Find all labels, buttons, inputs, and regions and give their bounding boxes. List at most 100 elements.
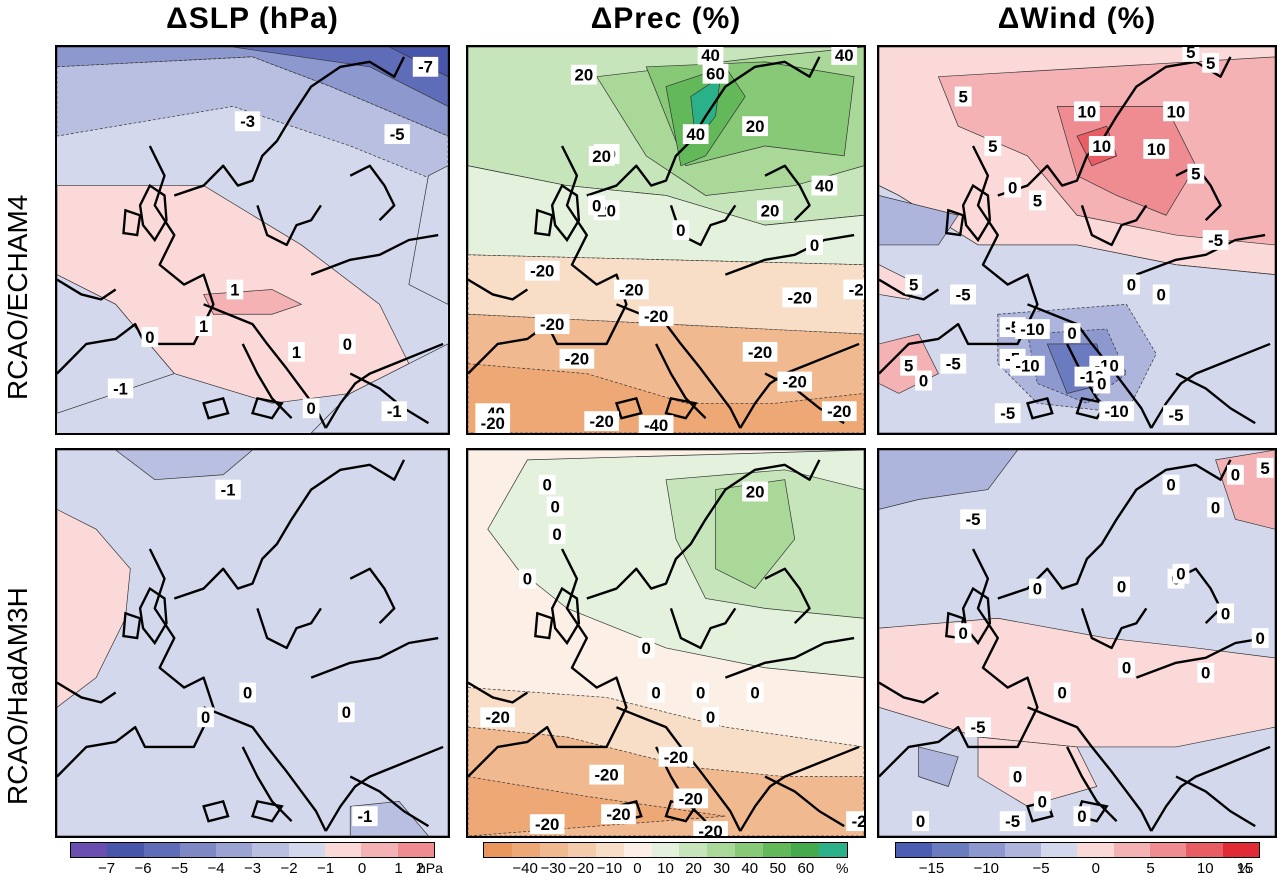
colorbar-segment (651, 843, 680, 857)
contour-label: -5 (384, 124, 410, 144)
svg-text:5: 5 (1191, 165, 1200, 184)
colorbar-segment (539, 843, 568, 857)
colorbar-segment (707, 843, 736, 857)
contour-label: 0 (1123, 274, 1140, 294)
svg-text:20: 20 (746, 483, 765, 502)
colorbar-tick-label: −20 (568, 860, 594, 877)
colorbar-tick-label: −10 (973, 860, 999, 877)
contour-label: 5 (954, 86, 972, 106)
colorbar-slp (70, 842, 435, 858)
contour-label: 0 (302, 398, 320, 418)
colorbar-prec-unit: % (836, 860, 849, 876)
contour-label: -20 (693, 821, 728, 836)
contour-label: -20 (524, 260, 560, 281)
svg-text:0: 0 (1176, 565, 1185, 584)
contour-label: -1 (352, 806, 378, 826)
contour-label: -5 (965, 717, 991, 737)
contour-label: 0 (647, 682, 665, 702)
contour-label: -20 (534, 314, 570, 334)
row-label-hadam3h: RCAO/HadAM3H (2, 587, 33, 805)
contour-label: 5 (1187, 163, 1205, 184)
svg-text:-20: -20 (783, 372, 807, 391)
svg-text:40: 40 (686, 125, 705, 144)
svg-text:-20: -20 (540, 315, 564, 334)
svg-text:5: 5 (1033, 191, 1042, 210)
svg-text:-7: -7 (418, 58, 433, 77)
svg-text:-5: -5 (946, 355, 961, 374)
svg-text:-40: -40 (644, 416, 668, 433)
colorbar-tick-label: 0 (357, 860, 367, 877)
svg-text:10: 10 (1167, 102, 1186, 121)
svg-text:0: 0 (1057, 683, 1066, 702)
contour-label: 5 (1182, 47, 1200, 62)
contour-label: 0 (1073, 806, 1091, 826)
contour-label: -5 (994, 403, 1021, 423)
contour-label: 0 (141, 327, 159, 347)
svg-text:5: 5 (958, 87, 967, 106)
svg-text:-5: -5 (956, 285, 971, 304)
contour-label: -20 (480, 707, 516, 727)
svg-text:0: 0 (1008, 178, 1017, 197)
contour-label: -2 (843, 279, 864, 299)
colorbar-tick-label: −2 (280, 860, 298, 877)
colorbar-tick-label: 20 (685, 860, 702, 877)
colorbar-tick-label: −3 (243, 860, 262, 877)
svg-text:0: 0 (1038, 792, 1047, 811)
colorbar-segment (361, 843, 398, 857)
colorbar-segment (484, 843, 512, 857)
contour-label: 0 (1251, 628, 1269, 648)
svg-text:-10: -10 (1104, 402, 1128, 421)
svg-text:0: 0 (676, 221, 685, 240)
svg-text:-1: -1 (113, 379, 128, 398)
map-panel-slp-echam4: -7 -3 -5 1 1 0 1 0 0 -1 -1 (55, 45, 450, 435)
colorbar-wind-ticks: −15 −10 −5 0 5 10 15 (895, 860, 1260, 877)
svg-text:0: 0 (243, 683, 252, 702)
colorbar-segment (623, 843, 652, 857)
colorbar-tick-label: 60 (797, 860, 815, 877)
svg-text:0: 0 (696, 683, 705, 702)
svg-text:0: 0 (523, 570, 532, 589)
colorbar-segment (1186, 843, 1223, 857)
colorbar-segment (179, 843, 217, 857)
svg-text:-20: -20 (748, 343, 772, 362)
colorbar-tick-label: 50 (769, 860, 787, 877)
colorbar-segment (216, 843, 253, 857)
contour-label: 0 (538, 474, 556, 495)
svg-text:0: 0 (810, 236, 819, 255)
colorbar-segment (896, 843, 933, 857)
contour-label: 0 (1053, 682, 1071, 702)
contour-label: -1 (215, 479, 241, 500)
svg-text:0: 0 (1127, 275, 1136, 294)
svg-text:0: 0 (1156, 285, 1165, 304)
contour-label: -5 (1163, 405, 1189, 425)
colorbar-tick-label: 0 (1091, 860, 1100, 877)
colorbar-tick-label: −7 (97, 860, 116, 877)
svg-text:0: 0 (919, 371, 928, 390)
contour-label: -40 (638, 415, 674, 433)
svg-text:5: 5 (988, 137, 997, 156)
svg-text:40: 40 (835, 47, 854, 65)
colorbar-tick-label: 40 (741, 860, 759, 877)
svg-text:5: 5 (1260, 459, 1269, 478)
contour-label: 0 (1033, 791, 1051, 811)
svg-text:-20: -20 (589, 412, 613, 431)
contour-label: -20 (673, 788, 709, 808)
svg-text:-2: -2 (849, 280, 864, 299)
svg-text:-3: -3 (240, 112, 255, 131)
colorbar-segment (567, 843, 596, 857)
svg-text:0: 0 (642, 639, 651, 658)
svg-text:0: 0 (145, 328, 154, 347)
colorbar-tick-label: −5 (170, 860, 189, 877)
colorbar-tick-label: 1 (394, 860, 403, 877)
contour-label: 0 (1028, 578, 1046, 599)
svg-text:10: 10 (1078, 102, 1097, 121)
colorbar-tick-label: −4 (207, 860, 225, 877)
contour-label: 0 (197, 707, 214, 727)
contour-label: 0 (1172, 563, 1190, 584)
contour-label: 0 (1207, 497, 1225, 517)
contour-label: -7 (412, 56, 439, 77)
contour-label: 0 (915, 370, 932, 390)
colorbar-segment (1222, 843, 1259, 857)
contour-label: 1 (226, 279, 244, 299)
